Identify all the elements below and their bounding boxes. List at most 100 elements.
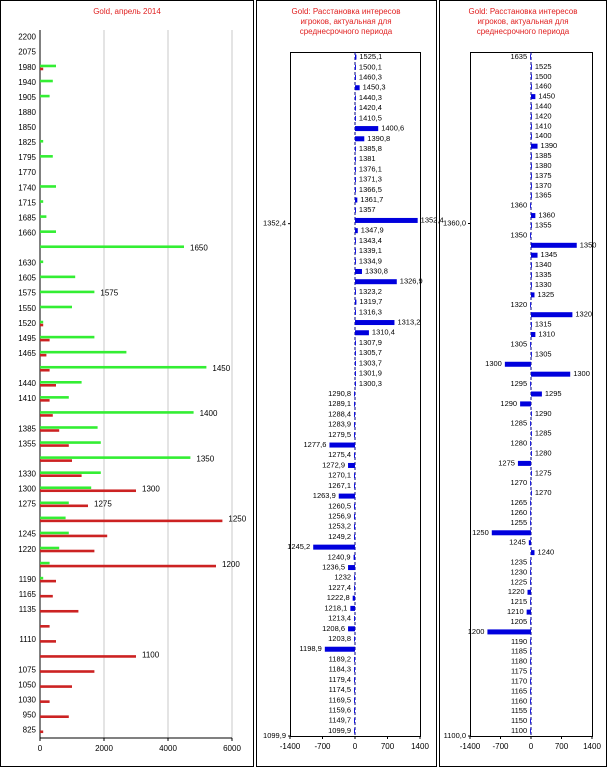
bar — [354, 514, 355, 520]
bar — [531, 391, 542, 397]
bar — [354, 687, 355, 693]
bar-label: 1400,6 — [381, 124, 404, 133]
bar — [530, 500, 531, 506]
bar-label: 1361,7 — [360, 195, 383, 204]
bar-label: 1635 — [510, 52, 527, 61]
bar — [354, 401, 355, 407]
bar — [355, 228, 358, 234]
bar-label: 1450 — [212, 364, 230, 373]
bar — [355, 330, 369, 336]
bar-label: 1190 — [511, 637, 527, 646]
bar — [531, 371, 571, 377]
bar — [530, 659, 531, 665]
y-tick-label: 1550 — [18, 304, 36, 313]
y-tick-label: 1099,9 — [263, 731, 286, 740]
bar — [531, 490, 532, 496]
bar — [530, 669, 531, 675]
bar — [40, 399, 50, 402]
bar — [355, 115, 356, 121]
bar — [354, 391, 355, 397]
chart-title: Gold, апрель 2014 — [93, 7, 161, 16]
bar — [40, 685, 72, 688]
bar-label: 1200 — [468, 627, 485, 636]
bar-label: 1420,4 — [359, 103, 382, 112]
bar — [40, 79, 53, 83]
bar — [40, 139, 44, 143]
bar-label: 1288,4 — [328, 409, 351, 418]
bar-label: 1175 — [511, 667, 527, 676]
bar-label: 1245,2 — [287, 542, 310, 551]
bar — [355, 177, 356, 183]
y-tick-label: 1660 — [18, 228, 36, 237]
bar — [531, 282, 532, 288]
bar-label: 1400 — [200, 409, 218, 418]
bar — [487, 629, 531, 635]
bar-label: 1240,9 — [328, 552, 351, 561]
bar-label: 1180 — [511, 657, 527, 666]
bar-label: 1335 — [535, 270, 552, 279]
bar — [531, 193, 532, 199]
y-tick-label: 1355 — [18, 439, 36, 448]
bar — [354, 411, 355, 417]
bar — [531, 550, 535, 556]
bar — [531, 222, 532, 228]
bar — [530, 639, 531, 645]
bar-label: 1357 — [359, 205, 376, 214]
bar-label: 1150 — [511, 716, 527, 725]
bar-label: 1215 — [510, 597, 527, 606]
chart-title: среднесрочного периода — [477, 27, 570, 36]
bar-label: 1320 — [510, 300, 527, 309]
bar — [355, 238, 356, 244]
bar — [354, 483, 355, 489]
bar — [40, 411, 194, 414]
bar-label: 1334,9 — [359, 256, 382, 265]
bar — [355, 126, 379, 132]
bar-label: 1305,7 — [359, 348, 382, 357]
bar-label: 1300 — [142, 485, 160, 494]
bar-label: 1345 — [541, 250, 558, 259]
bar-label: 1149,7 — [329, 716, 351, 725]
bar — [355, 207, 356, 213]
bar-label: 1279,5 — [328, 430, 351, 439]
y-tick-label: 1300 — [18, 485, 36, 494]
y-tick-label: 1075 — [18, 665, 36, 674]
bar — [352, 595, 355, 601]
bar — [40, 534, 108, 538]
bar — [530, 203, 531, 209]
bar — [40, 519, 223, 523]
bar-label: 1189,2 — [329, 654, 351, 663]
y-tick-label: 1905 — [18, 93, 36, 102]
bar — [40, 338, 50, 342]
bar — [530, 381, 531, 387]
bar-label: 1250 — [472, 528, 489, 537]
bar — [531, 252, 538, 258]
chart-title: среднесрочного периода — [300, 27, 393, 36]
bar-label: 1165 — [511, 686, 527, 695]
y-tick-label: 1520 — [18, 319, 36, 328]
bar-label: 1500,1 — [359, 62, 382, 71]
bar — [355, 64, 356, 70]
bar-label: 1184,3 — [329, 665, 351, 674]
y-tick-label: 1575 — [18, 289, 36, 298]
y-tick-label: 1940 — [18, 78, 36, 87]
bar — [531, 74, 532, 80]
bar — [313, 544, 355, 550]
bar — [40, 486, 92, 490]
y-tick-label: 1440 — [18, 379, 36, 388]
y-tick-label: 1330 — [18, 469, 36, 478]
bar — [530, 421, 531, 427]
bar-label: 1385,8 — [359, 144, 382, 153]
bar — [530, 698, 531, 704]
y-tick-label: 1465 — [18, 349, 36, 358]
bar — [531, 84, 532, 90]
bar — [40, 576, 44, 580]
bar-label: 1330 — [535, 280, 552, 289]
bar — [40, 381, 82, 384]
bar — [355, 258, 356, 264]
bar — [355, 146, 356, 152]
bar — [355, 320, 395, 326]
bar-label: 1253,2 — [328, 522, 351, 531]
panel-frame — [0, 0, 254, 767]
bar-label: 1285 — [510, 419, 527, 428]
bar-label: 1159,6 — [329, 705, 351, 714]
